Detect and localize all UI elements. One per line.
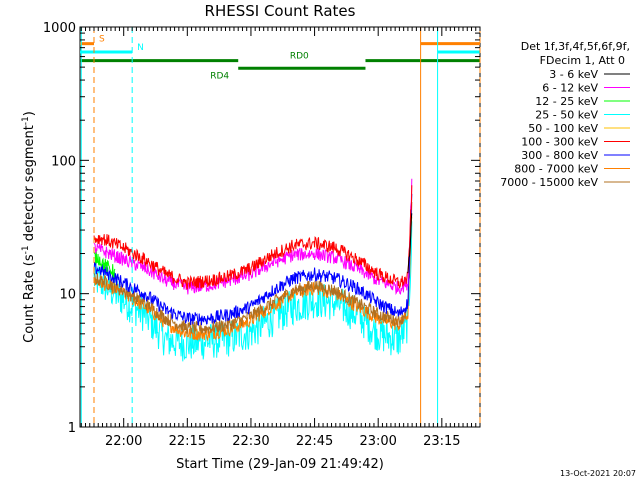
series-line-6: [93, 185, 413, 290]
y-tick-label: 100: [51, 154, 76, 169]
series-layer: [93, 178, 413, 362]
series-line-4: [93, 250, 116, 279]
y-axis-label-sup2: -1: [21, 116, 31, 125]
x-tick-label: 22:45: [296, 434, 333, 449]
state-label-rd0: RD0: [290, 52, 309, 62]
legend-entry-label: 3 - 6 keV: [549, 68, 598, 81]
legend-entry-label: 300 - 800 keV: [521, 149, 598, 162]
series-line-2: [93, 201, 413, 335]
series-line-5: [93, 178, 413, 296]
x-tick-label: 22:30: [232, 434, 269, 449]
state-label-rd4: RD4: [210, 71, 229, 81]
legend-entry-label: 6 - 12 keV: [542, 82, 598, 95]
chart-title: RHESSI Count Rates: [205, 2, 356, 20]
series-line-7: [407, 213, 413, 274]
y-tick-label: 1: [68, 421, 76, 436]
x-axis-label: Start Time (29-Jan-09 21:49:42): [176, 457, 384, 472]
legend-header-line2: FDecim 1, Att 0: [540, 54, 625, 67]
y-tick-label: 1000: [43, 21, 76, 36]
legend-entry-label: 25 - 50 keV: [535, 109, 598, 122]
x-tick-label: 22:00: [105, 434, 142, 449]
legend-entry-label: 50 - 100 keV: [528, 122, 598, 135]
legend-entry-label: 800 - 7000 keV: [514, 163, 598, 176]
y-tick-label: 10: [59, 288, 76, 303]
vertical-markers-layer: [80, 27, 481, 427]
x-tick-label: 23:00: [359, 434, 396, 449]
y-axis-label-part3: ): [22, 111, 37, 116]
attenuator-bars-layer: S N RD0 RD4: [80, 35, 480, 81]
state-label-s: S: [99, 35, 105, 45]
y-axis-label-sup1: -1: [21, 245, 31, 254]
legend-header-line1: Det 1f,3f,4f,5f,6f,9f,: [521, 40, 630, 53]
axes-layer: 1 10 100 1000 22:00 22:15 22:30 22:45 23:00 23:15: [43, 21, 481, 449]
y-axis-label-part1: Count Rate (s: [22, 254, 37, 343]
series-line-0: [93, 221, 413, 362]
x-tick-label: 23:15: [423, 434, 460, 449]
series-line-3: [93, 193, 413, 326]
legend-entry-label: 12 - 25 keV: [535, 95, 598, 108]
legend-entry-label: 100 - 300 keV: [521, 136, 598, 149]
timestamp: 13-Oct-2021 20:07: [560, 469, 636, 478]
plot-frame: [79, 26, 481, 428]
legend: Det 1f,3f,4f,5f,6f,9f, FDecim 1, Att 0 3…: [500, 40, 630, 189]
y-axis-label-part2: detector segment: [22, 125, 37, 245]
legend-entry-label: 7000 - 15000 keV: [500, 176, 598, 189]
y-axis-label: Count Rate (s-1 detector segment-1): [21, 111, 37, 343]
x-tick-label: 22:15: [169, 434, 206, 449]
state-label-n: N: [137, 43, 144, 53]
